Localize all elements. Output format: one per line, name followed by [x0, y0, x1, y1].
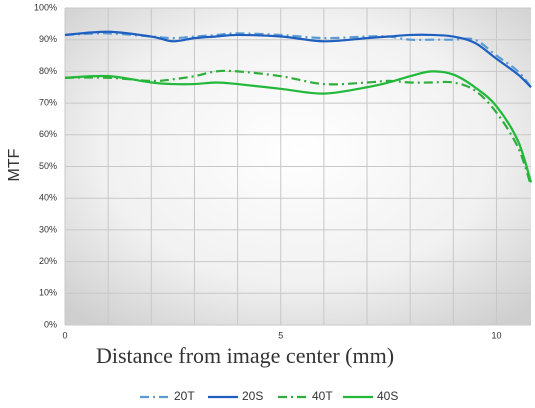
y-tick-label: 70% [39, 97, 57, 107]
y-axis-label: MTF [6, 148, 23, 181]
x-axis-label: Distance from image center (mm) [96, 343, 394, 368]
x-tick-label: 0 [62, 330, 67, 340]
y-tick-label: 90% [39, 34, 57, 44]
y-tick-label: 80% [39, 66, 57, 76]
y-tick-label: 10% [39, 288, 57, 298]
y-tick-label: 50% [39, 161, 57, 171]
x-tick-label: 5 [278, 330, 283, 340]
series-line [64, 70, 533, 183]
y-tick-label: 0% [44, 319, 57, 329]
y-tick-label: 40% [39, 193, 57, 203]
legend-label: 40T [312, 389, 333, 403]
y-tick-label: 60% [39, 129, 57, 139]
legend-label: 20T [174, 389, 195, 403]
x-tick-label: 10 [491, 330, 501, 340]
legend-label: 20S [242, 389, 263, 403]
series-line [64, 32, 532, 88]
y-tick-label: 100% [34, 2, 57, 12]
series-line [64, 30, 532, 89]
legend-label: 40S [377, 389, 398, 403]
y-tick-label: 20% [39, 256, 57, 266]
y-tick-label: 30% [39, 224, 57, 234]
